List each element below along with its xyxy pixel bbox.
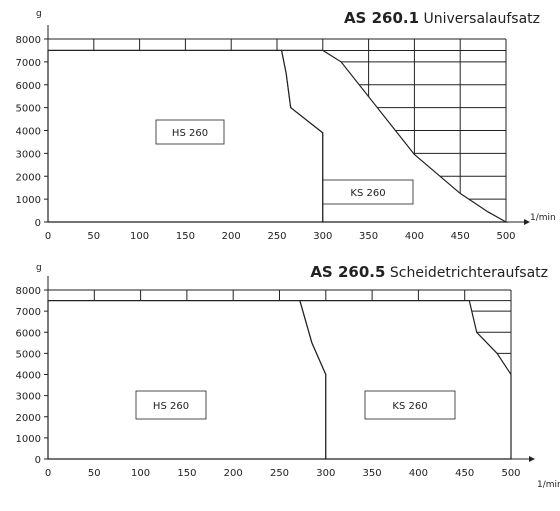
- y-tick-label: 3000: [16, 392, 41, 403]
- y-tick-label: 0: [35, 218, 41, 229]
- x-tick-label: 200: [222, 231, 241, 242]
- y-tick-label: 1000: [16, 195, 41, 206]
- region-label-box: [155, 119, 225, 145]
- x-tick-label: 150: [176, 231, 195, 242]
- x-tick-label: 300: [316, 468, 335, 479]
- y-tick-label: 8000: [16, 286, 41, 297]
- x-tick-label: 450: [455, 468, 474, 479]
- x-axis-arrow: [524, 219, 530, 225]
- x-tick-label: 350: [359, 231, 378, 242]
- region-label-box: [364, 390, 456, 420]
- axes: [44, 25, 530, 225]
- y-axis-label: g: [36, 9, 42, 19]
- y-tick-label: 6000: [16, 328, 41, 339]
- y-tick-label: 6000: [16, 81, 41, 92]
- y-tick-label: 1000: [16, 434, 41, 445]
- x-tick-label: 200: [224, 468, 243, 479]
- x-tick-label: 150: [177, 468, 196, 479]
- x-tick-label: 400: [405, 231, 424, 242]
- y-tick-label: 2000: [16, 413, 41, 424]
- y-tick-label: 8000: [16, 35, 41, 46]
- region-label-box: [322, 179, 414, 205]
- tick-labels: 0 50 100 150 200 250 300 350 400 450 5000100020003…: [16, 286, 521, 479]
- region-base: [299, 300, 511, 459]
- x-tick-label: 400: [409, 468, 428, 479]
- x-axis-label: 1/min: [530, 213, 556, 223]
- y-tick-label: 5000: [16, 349, 41, 360]
- region-ks-260: [299, 300, 512, 460]
- chart-title: AS 260.5 Scheidetrichteraufsatz: [310, 263, 548, 281]
- region-ks-260: [280, 49, 509, 223]
- x-tick-label: 50: [87, 231, 100, 242]
- y-tick-label: 7000: [16, 58, 41, 69]
- chart-title-rest: Universalaufsatz: [419, 11, 540, 27]
- region-base: [48, 300, 326, 459]
- region-label-box: [135, 390, 207, 420]
- x-axis-label: 1/min: [537, 480, 560, 490]
- y-tick-label: 4000: [16, 371, 41, 382]
- x-tick-label: 250: [270, 468, 289, 479]
- regions: [47, 300, 512, 460]
- tick-labels: 0 50 100 150 200 250 300 350 400 450 5000100020003…: [16, 35, 516, 242]
- chart-title: AS 260.1 Universalaufsatz: [344, 9, 540, 27]
- y-tick-label: 0: [35, 455, 41, 466]
- x-tick-label: 300: [313, 231, 332, 242]
- x-tick-label: 0: [45, 468, 51, 479]
- region-base: [281, 50, 506, 223]
- x-axis-arrow: [529, 456, 535, 462]
- x-tick-label: 100: [131, 468, 150, 479]
- y-axis-label: g: [36, 263, 42, 273]
- chart-as-260-1: 0 50 100 150 200 250 300 350 400 450 5000100020003…: [16, 9, 556, 242]
- region-labels: HS 260 KS 260: [135, 390, 456, 420]
- y-tick-label: 7000: [16, 307, 41, 318]
- x-tick-label: 500: [501, 468, 520, 479]
- regions: [47, 49, 509, 223]
- region-labels: HS 260 KS 260: [155, 119, 414, 205]
- chart-title-rest: Scheidetrichteraufsatz: [385, 265, 548, 281]
- x-tick-label: 250: [267, 231, 286, 242]
- chart-title-bold: AS 260.1: [344, 9, 419, 27]
- x-tick-label: 450: [451, 231, 470, 242]
- x-tick-label: 100: [130, 231, 149, 242]
- x-tick-label: 500: [496, 231, 515, 242]
- region-label: KS 260: [350, 188, 385, 199]
- y-tick-label: 4000: [16, 127, 41, 138]
- region-label: HS 260: [172, 128, 208, 139]
- y-tick-label: 5000: [16, 104, 41, 115]
- x-tick-label: 50: [88, 468, 101, 479]
- region-label: KS 260: [392, 401, 427, 412]
- y-tick-label: 2000: [16, 172, 41, 183]
- chart-as-260-5: 0 50 100 150 200 250 300 350 400 450 5000100020003…: [16, 263, 560, 490]
- chart-title-bold: AS 260.5: [310, 263, 385, 281]
- x-tick-label: 350: [363, 468, 382, 479]
- region-label: HS 260: [153, 401, 189, 412]
- axes: [44, 276, 535, 462]
- x-tick-label: 0: [45, 231, 51, 242]
- y-tick-label: 3000: [16, 149, 41, 160]
